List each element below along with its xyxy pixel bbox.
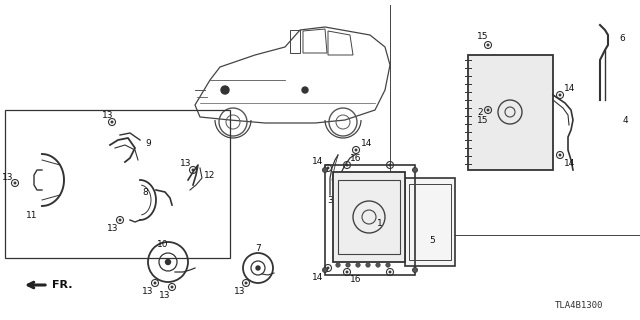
Text: 10: 10 xyxy=(157,239,169,249)
Circle shape xyxy=(111,121,113,123)
Circle shape xyxy=(154,282,156,284)
Circle shape xyxy=(119,219,121,221)
Circle shape xyxy=(356,263,360,267)
Text: 14: 14 xyxy=(312,273,324,282)
Text: 1: 1 xyxy=(377,219,383,228)
Circle shape xyxy=(245,282,247,284)
Circle shape xyxy=(327,167,329,169)
Circle shape xyxy=(14,182,16,184)
Text: 7: 7 xyxy=(255,244,261,252)
Bar xyxy=(409,184,451,260)
Text: 6: 6 xyxy=(619,34,625,43)
Text: 13: 13 xyxy=(234,286,246,295)
Text: 13: 13 xyxy=(142,286,154,295)
Text: 13: 13 xyxy=(108,223,119,233)
Text: 11: 11 xyxy=(26,211,38,220)
Text: 13: 13 xyxy=(180,158,192,167)
Bar xyxy=(405,178,455,266)
Circle shape xyxy=(336,263,340,267)
Text: 2: 2 xyxy=(477,108,483,116)
Circle shape xyxy=(413,167,417,172)
Text: 14: 14 xyxy=(564,158,576,167)
Circle shape xyxy=(171,286,173,288)
Bar xyxy=(325,165,415,275)
Circle shape xyxy=(221,86,229,94)
Text: 13: 13 xyxy=(159,292,171,300)
Text: 13: 13 xyxy=(102,110,114,119)
Circle shape xyxy=(355,149,357,151)
Bar xyxy=(338,180,400,254)
Bar xyxy=(468,55,553,170)
Text: FR.: FR. xyxy=(52,280,72,290)
Circle shape xyxy=(256,266,260,270)
Bar xyxy=(5,110,230,258)
Circle shape xyxy=(192,169,194,171)
Text: 4: 4 xyxy=(622,116,628,124)
Text: 3: 3 xyxy=(327,196,333,204)
Text: 8: 8 xyxy=(142,188,148,196)
Text: 9: 9 xyxy=(145,139,151,148)
Text: 5: 5 xyxy=(429,236,435,244)
Circle shape xyxy=(389,164,391,166)
Circle shape xyxy=(327,267,329,269)
Text: 14: 14 xyxy=(564,84,576,92)
Circle shape xyxy=(302,87,308,93)
Circle shape xyxy=(346,271,348,273)
Text: 12: 12 xyxy=(204,171,216,180)
Circle shape xyxy=(323,268,328,273)
Circle shape xyxy=(386,263,390,267)
Circle shape xyxy=(346,164,348,166)
Circle shape xyxy=(487,109,489,111)
Circle shape xyxy=(366,263,370,267)
Circle shape xyxy=(413,268,417,273)
Text: 13: 13 xyxy=(3,172,13,181)
Circle shape xyxy=(323,167,328,172)
Text: 14: 14 xyxy=(312,156,324,165)
Text: 16: 16 xyxy=(350,154,362,163)
Circle shape xyxy=(376,263,380,267)
Circle shape xyxy=(559,154,561,156)
Text: 16: 16 xyxy=(350,276,362,284)
Circle shape xyxy=(166,260,170,265)
Text: 15: 15 xyxy=(477,116,489,124)
Bar xyxy=(333,172,405,262)
Text: TLA4B1300: TLA4B1300 xyxy=(555,301,604,310)
Circle shape xyxy=(346,263,350,267)
Circle shape xyxy=(389,271,391,273)
Text: 15: 15 xyxy=(477,31,489,41)
Circle shape xyxy=(559,94,561,96)
Circle shape xyxy=(487,44,489,46)
Text: 14: 14 xyxy=(362,139,372,148)
